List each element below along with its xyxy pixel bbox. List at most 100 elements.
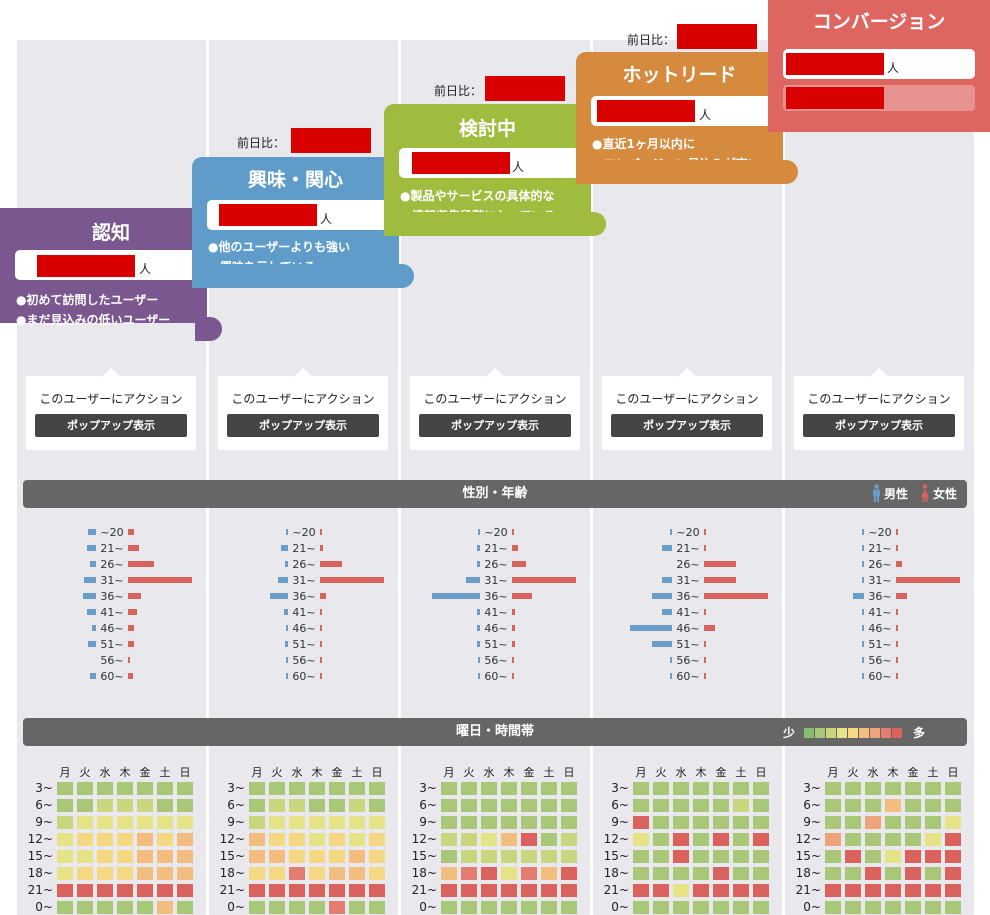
heat-cell — [97, 850, 113, 863]
heat-cell — [541, 884, 557, 897]
heat-cell — [733, 833, 749, 846]
male-icon — [873, 484, 880, 502]
heat-cell — [541, 782, 557, 795]
popup-button[interactable]: ポップアップ表示 — [35, 414, 187, 437]
heat-cell — [561, 850, 577, 863]
male-bar — [853, 593, 864, 599]
heat-cell — [441, 884, 457, 897]
heat-cell — [249, 901, 265, 914]
heat-cell — [845, 782, 861, 795]
male-bar — [270, 593, 288, 599]
heat-cell — [249, 799, 265, 812]
female-bar — [320, 657, 322, 663]
female-legend-label: 女性 — [933, 486, 958, 501]
heat-cell — [693, 833, 709, 846]
heat-cell — [249, 850, 265, 863]
hour-label: 9~ — [227, 815, 245, 829]
heat-cell — [329, 799, 345, 812]
heat-cell — [501, 867, 517, 880]
age-label: 60~ — [484, 670, 508, 683]
heat-cell — [177, 867, 193, 880]
heat-cell — [177, 799, 193, 812]
female-bar — [512, 561, 526, 567]
hour-label: 3~ — [803, 781, 821, 795]
day-label: 木 — [503, 766, 515, 779]
heat-cell — [57, 901, 73, 914]
heat-cell — [289, 782, 305, 795]
heat-cell — [713, 816, 729, 829]
unit-label: 人 — [320, 212, 333, 226]
male-bar — [862, 577, 864, 583]
unit-label: 人 — [512, 160, 525, 174]
male-bar — [87, 545, 96, 551]
heat-cell — [117, 833, 133, 846]
male-bar — [466, 577, 480, 583]
age-label: 26~ — [868, 558, 892, 571]
heat-cell — [693, 850, 709, 863]
age-label: 51~ — [676, 638, 700, 651]
day-label: 月 — [59, 766, 71, 779]
unit-label: 人 — [699, 108, 712, 122]
heat-cell — [713, 884, 729, 897]
age-label: 21~ — [484, 542, 508, 555]
male-bar — [652, 641, 672, 647]
heat-cell — [925, 884, 941, 897]
heat-cell — [309, 799, 325, 812]
heat-cell — [177, 816, 193, 829]
age-label: 56~ — [676, 654, 700, 667]
hour-label: 18~ — [219, 866, 245, 880]
male-bar — [478, 657, 480, 663]
heat-cell — [441, 782, 457, 795]
popup-button[interactable]: ポップアップ表示 — [419, 414, 571, 437]
heat-cell — [753, 816, 769, 829]
age-label: 56~ — [868, 654, 892, 667]
user-count-box: 人 — [207, 200, 397, 230]
day-label: 水 — [99, 766, 111, 779]
heat-cell — [137, 816, 153, 829]
heat-cell — [673, 901, 689, 914]
popup-button[interactable]: ポップアップ表示 — [611, 414, 763, 437]
heat-cell — [461, 833, 477, 846]
heat-cell — [441, 850, 457, 863]
popup-button[interactable]: ポップアップ表示 — [227, 414, 379, 437]
stage-hot-lead-foot — [576, 160, 783, 184]
heat-cell — [369, 867, 385, 880]
heat-cell — [945, 816, 961, 829]
male-bar — [278, 577, 288, 583]
heat-cell — [57, 867, 73, 880]
day-label: 日 — [371, 766, 383, 779]
hour-label: 6~ — [35, 798, 53, 812]
heat-cell — [885, 901, 901, 914]
female-bar — [320, 545, 323, 551]
heat-cell — [117, 782, 133, 795]
heat-cell — [673, 799, 689, 812]
hour-label: 9~ — [419, 815, 437, 829]
heat-cell — [945, 799, 961, 812]
heat-cell — [501, 901, 517, 914]
heat-cell — [541, 867, 557, 880]
female-bar — [128, 673, 133, 679]
user-count-box: 人 — [15, 250, 205, 280]
heat-cell — [825, 833, 841, 846]
heat-cell — [77, 884, 93, 897]
heat-cell — [441, 799, 457, 812]
age-label: 31~ — [100, 574, 124, 587]
heat-cell — [541, 850, 557, 863]
heat-cell — [369, 901, 385, 914]
heat-cell — [561, 901, 577, 914]
heat-cell — [157, 901, 173, 914]
heat-cell — [905, 850, 921, 863]
heat-cell — [633, 850, 649, 863]
heat-cell — [289, 901, 305, 914]
heat-cell — [77, 782, 93, 795]
hour-label: 0~ — [35, 900, 53, 914]
heat-cell — [349, 782, 365, 795]
action-card-awareness: このユーザーにアクション ポップアップ表示 — [26, 368, 196, 450]
heat-cell — [157, 833, 173, 846]
female-bar — [704, 673, 706, 679]
popup-button[interactable]: ポップアップ表示 — [803, 414, 955, 437]
heat-cell — [309, 850, 325, 863]
scale-swatch — [804, 727, 815, 738]
female-bar — [512, 673, 514, 679]
scale-swatch — [859, 727, 870, 738]
